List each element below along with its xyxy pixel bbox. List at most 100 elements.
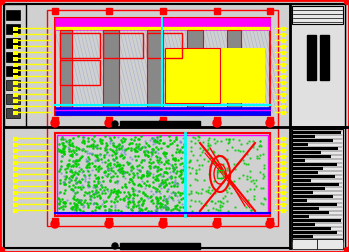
Point bbox=[154, 169, 160, 173]
Point bbox=[164, 171, 170, 175]
Bar bbox=[214, 8, 220, 14]
Point bbox=[164, 177, 170, 181]
Circle shape bbox=[344, 247, 349, 252]
Point bbox=[163, 166, 169, 170]
Point bbox=[152, 164, 158, 168]
Bar bbox=[281, 111, 286, 115]
Point bbox=[105, 172, 111, 176]
Point bbox=[164, 199, 169, 203]
Point bbox=[85, 139, 91, 143]
Point bbox=[141, 181, 147, 185]
Point bbox=[58, 167, 63, 171]
Point bbox=[131, 173, 136, 177]
Point bbox=[136, 183, 141, 187]
Point bbox=[104, 143, 110, 147]
Point bbox=[148, 194, 154, 198]
Point bbox=[134, 167, 139, 171]
Bar bbox=[13, 45, 18, 49]
Point bbox=[128, 169, 133, 173]
Point bbox=[173, 156, 178, 160]
Point bbox=[136, 146, 142, 150]
Point bbox=[80, 135, 86, 139]
Bar bbox=[13, 137, 18, 141]
Bar bbox=[293, 195, 333, 198]
Point bbox=[103, 144, 109, 148]
Point bbox=[96, 175, 101, 179]
Point bbox=[75, 185, 80, 190]
Point bbox=[164, 151, 169, 155]
Point bbox=[258, 186, 263, 191]
Point bbox=[102, 173, 108, 177]
Point bbox=[62, 174, 67, 178]
Point bbox=[57, 190, 63, 194]
Point bbox=[91, 195, 97, 199]
Point bbox=[139, 203, 145, 207]
Point bbox=[162, 154, 168, 159]
Point bbox=[69, 204, 75, 208]
Point bbox=[247, 187, 253, 191]
Point bbox=[136, 205, 142, 209]
Point bbox=[151, 138, 157, 142]
Point bbox=[192, 136, 198, 140]
Bar bbox=[6, 24, 20, 34]
Point bbox=[94, 191, 99, 195]
Point bbox=[95, 165, 101, 169]
Point bbox=[106, 207, 112, 211]
Point bbox=[173, 171, 179, 175]
Point bbox=[114, 174, 120, 178]
Point bbox=[262, 166, 267, 170]
Point bbox=[199, 187, 205, 191]
Point bbox=[257, 170, 263, 174]
Point bbox=[76, 179, 82, 183]
Point bbox=[68, 153, 73, 157]
Point bbox=[76, 169, 82, 173]
Point bbox=[195, 134, 200, 138]
Point bbox=[238, 142, 244, 146]
Point bbox=[74, 145, 79, 149]
Point bbox=[105, 167, 111, 171]
Point bbox=[95, 146, 100, 150]
Point bbox=[118, 138, 124, 142]
Bar bbox=[13, 185, 18, 189]
Point bbox=[177, 173, 183, 177]
Point bbox=[56, 202, 61, 206]
Point bbox=[126, 195, 132, 199]
Point bbox=[136, 182, 141, 186]
Point bbox=[69, 170, 75, 174]
Point bbox=[178, 197, 184, 201]
Circle shape bbox=[213, 119, 221, 127]
Point bbox=[95, 176, 101, 180]
Bar bbox=[281, 179, 286, 183]
Point bbox=[164, 201, 170, 205]
Point bbox=[61, 180, 67, 184]
Point bbox=[84, 159, 89, 163]
Point bbox=[142, 192, 148, 196]
Point bbox=[69, 174, 74, 178]
Point bbox=[169, 174, 174, 178]
Point bbox=[99, 185, 105, 189]
Point bbox=[103, 169, 108, 173]
Point bbox=[75, 160, 80, 164]
Point bbox=[65, 162, 71, 166]
Bar bbox=[293, 163, 337, 166]
Point bbox=[211, 150, 217, 154]
Point bbox=[187, 160, 192, 164]
Point bbox=[77, 199, 82, 203]
Point bbox=[229, 145, 235, 149]
Point bbox=[84, 165, 90, 169]
Point bbox=[212, 191, 218, 195]
Point bbox=[196, 167, 202, 171]
Point bbox=[177, 147, 183, 151]
Point bbox=[76, 146, 81, 150]
Bar bbox=[13, 57, 18, 61]
Point bbox=[149, 152, 155, 156]
Bar bbox=[281, 155, 286, 159]
Point bbox=[138, 146, 144, 150]
Bar bbox=[281, 39, 286, 43]
Point bbox=[175, 198, 181, 202]
Point bbox=[140, 173, 146, 177]
Point bbox=[149, 161, 154, 165]
Point bbox=[94, 176, 99, 180]
Point bbox=[94, 158, 99, 162]
Point bbox=[108, 175, 114, 179]
